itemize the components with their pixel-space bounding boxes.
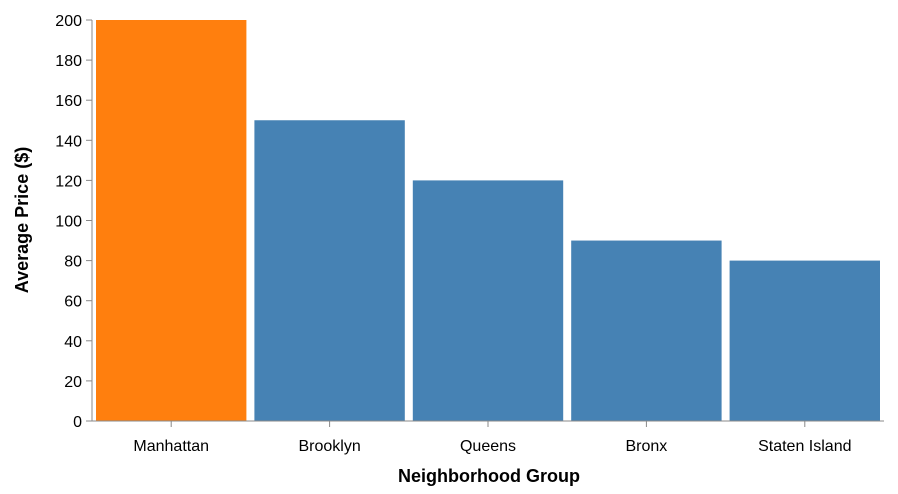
bar-bronx	[571, 240, 722, 421]
x-tick-label-bronx: Bronx	[626, 438, 668, 455]
y-tick-label-180: 180	[55, 53, 82, 70]
bar-manhattan	[96, 20, 247, 421]
x-axis: Manhattan Brooklyn Queens Bronx Staten Islan…	[92, 420, 884, 455]
y-tick-label-80: 80	[64, 254, 82, 271]
x-tick-label-queens: Queens	[460, 438, 516, 455]
x-axis-title: Neighborhood Group	[398, 466, 580, 486]
bar-brooklyn	[254, 120, 405, 421]
y-tick-label-20: 20	[64, 374, 82, 391]
y-tick-label-100: 100	[55, 214, 82, 231]
bar-staten-island	[729, 260, 880, 421]
bar-queens	[412, 180, 564, 421]
x-tick-label-staten-island: Staten Island	[758, 438, 851, 455]
bars-group	[96, 20, 880, 421]
y-tick-label-200: 200	[55, 13, 82, 30]
y-tick-label-160: 160	[55, 93, 82, 110]
y-tick-label-120: 120	[55, 173, 82, 190]
y-axis-title: Average Price ($)	[12, 147, 32, 293]
y-tick-label-140: 140	[55, 133, 82, 150]
y-tick-label-60: 60	[64, 294, 82, 311]
x-tick-label-manhattan: Manhattan	[133, 438, 209, 455]
y-axis: 0 20 40 60 80 100 120 140 160 180 200	[55, 13, 93, 431]
y-tick-label-40: 40	[64, 334, 82, 351]
y-tick-label-0: 0	[73, 414, 82, 431]
x-tick-label-brooklyn: Brooklyn	[298, 438, 360, 455]
